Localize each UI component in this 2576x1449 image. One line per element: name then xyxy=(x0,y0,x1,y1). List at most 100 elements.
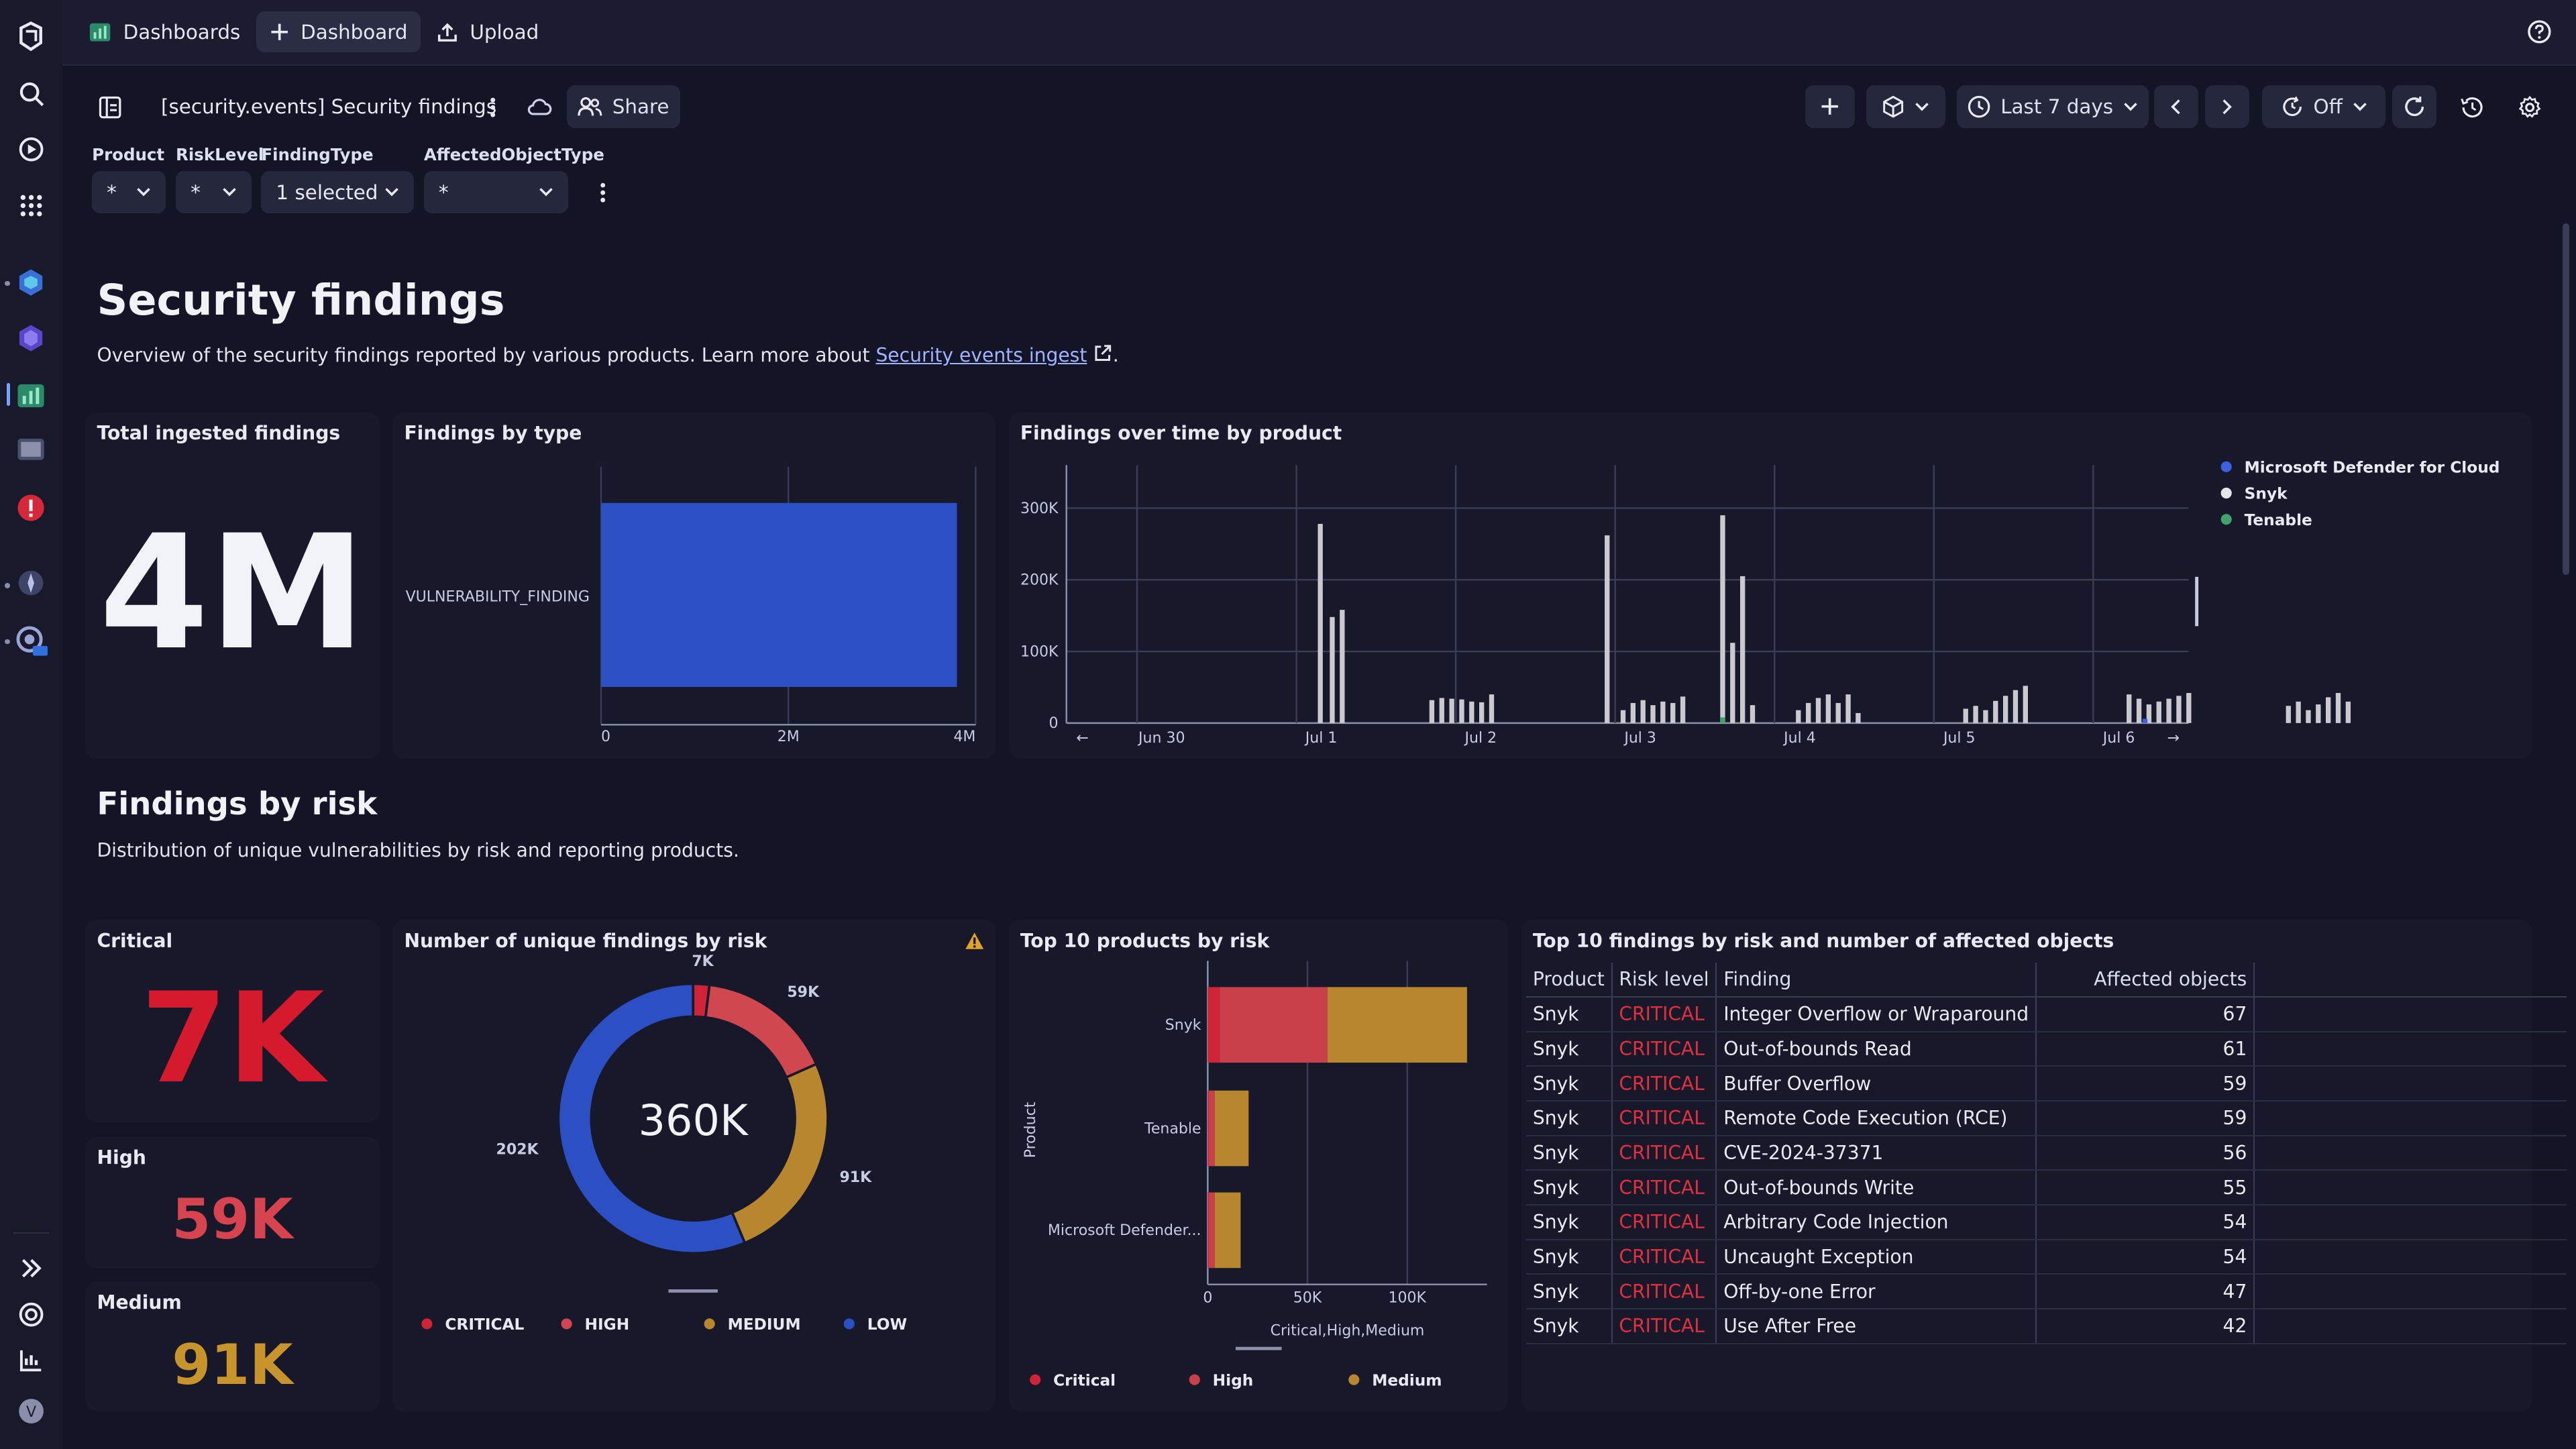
scroll-right-arrow-icon[interactable]: → xyxy=(2167,730,2179,747)
notebooks-app-icon[interactable] xyxy=(15,434,48,467)
legend-label[interactable]: HIGH xyxy=(585,1316,630,1334)
auto-refresh-selector[interactable]: Off xyxy=(2262,85,2385,129)
legend-label[interactable]: High xyxy=(1212,1372,1253,1390)
time-bar[interactable] xyxy=(1458,699,1464,723)
legend-label[interactable]: Critical xyxy=(1053,1372,1116,1390)
time-bar[interactable] xyxy=(1795,710,1801,723)
support-icon[interactable] xyxy=(15,1298,48,1331)
refresh-button[interactable] xyxy=(2392,85,2436,129)
time-bar[interactable] xyxy=(1982,710,1988,723)
column-header-product[interactable]: Product xyxy=(1526,963,1612,998)
legend-label[interactable]: MEDIUM xyxy=(728,1316,801,1334)
table-row[interactable]: Snyk CRITICAL Integer Overflow or Wraparou… xyxy=(1526,996,2567,1032)
time-bar[interactable] xyxy=(1719,717,1725,723)
segments-dropdown[interactable] xyxy=(1866,85,1945,129)
time-bar[interactable] xyxy=(1660,701,1666,723)
external-link-icon[interactable] xyxy=(1093,343,1112,363)
time-bar[interactable] xyxy=(1650,704,1656,723)
column-header-affected-objects[interactable]: Affected objects xyxy=(2035,963,2255,998)
time-bar[interactable] xyxy=(1855,712,1861,723)
time-bar[interactable] xyxy=(2296,701,2301,723)
time-bar[interactable] xyxy=(1845,694,1851,723)
donut-slice-low[interactable] xyxy=(557,983,747,1255)
legend-label[interactable]: Medium xyxy=(1372,1372,1442,1390)
table-row[interactable]: Snyk CRITICAL Uncaught Exception 54 xyxy=(1526,1239,2567,1275)
findings-by-type-tile[interactable]: Findings by type VULNERABILITY_FINDING 0… xyxy=(392,412,996,759)
time-bar[interactable] xyxy=(1479,702,1485,723)
analytics-icon[interactable] xyxy=(15,1344,48,1377)
bar-segment-medium[interactable] xyxy=(1327,987,1467,1063)
warning-icon[interactable] xyxy=(965,932,984,950)
search-icon[interactable] xyxy=(15,77,48,110)
expand-chevrons-icon[interactable] xyxy=(15,1252,48,1285)
critical-tile[interactable]: Critical 7K xyxy=(85,920,380,1122)
time-bar[interactable] xyxy=(2176,695,2182,723)
medium-tile[interactable]: Medium 91K xyxy=(85,1281,380,1411)
time-bar[interactable] xyxy=(2142,718,2147,723)
table-row[interactable]: Snyk CRITICAL Out-of-bounds Write 55 xyxy=(1526,1170,2567,1206)
table-row[interactable]: Snyk CRITICAL Buffer Overflow 59 xyxy=(1526,1066,2567,1102)
legend-label[interactable]: Snyk xyxy=(2244,484,2287,502)
column-header-finding[interactable]: Finding xyxy=(1715,963,2036,998)
time-bar[interactable] xyxy=(1729,642,1735,723)
bar-vulnerability-finding[interactable] xyxy=(601,502,957,687)
time-bar[interactable] xyxy=(1439,698,1444,723)
time-bar[interactable] xyxy=(1719,515,1725,723)
time-bar[interactable] xyxy=(1318,523,1323,723)
time-bar[interactable] xyxy=(2146,704,2151,723)
product-filter[interactable]: * xyxy=(92,170,166,214)
time-bar[interactable] xyxy=(2023,686,2028,723)
help-icon[interactable] xyxy=(2527,19,2552,51)
bar-segment-critical[interactable] xyxy=(1208,987,1220,1063)
time-bar[interactable] xyxy=(1963,708,1968,723)
table-row[interactable]: Snyk CRITICAL Off-by-one Error 47 xyxy=(1526,1274,2567,1310)
time-bar[interactable] xyxy=(1429,700,1434,723)
kubernetes-app-icon[interactable] xyxy=(15,322,48,355)
bar-segment-medium[interactable] xyxy=(1214,1192,1241,1269)
time-bar[interactable] xyxy=(1670,702,1676,723)
new-dashboard-button[interactable]: Dashboard xyxy=(256,11,421,53)
time-bar[interactable] xyxy=(2286,705,2291,723)
upload-button[interactable]: Upload xyxy=(424,11,552,52)
time-bar[interactable] xyxy=(1620,710,1625,723)
filter-more-options-icon[interactable] xyxy=(593,180,612,211)
more-options-icon[interactable] xyxy=(483,95,502,125)
time-bar[interactable] xyxy=(2345,701,2351,723)
time-bar[interactable] xyxy=(1680,696,1685,723)
add-tile-button[interactable] xyxy=(1805,85,1855,129)
legend-label[interactable]: Microsoft Defender for Cloud xyxy=(2244,458,2500,476)
hub-app-icon[interactable] xyxy=(15,266,48,299)
bar-segment-high[interactable] xyxy=(1219,987,1328,1063)
time-bar[interactable] xyxy=(1805,702,1811,723)
high-tile[interactable]: High 59K xyxy=(85,1136,380,1269)
time-bar[interactable] xyxy=(1339,609,1345,723)
time-bar[interactable] xyxy=(1604,535,1610,723)
workflows-app-icon[interactable] xyxy=(15,567,48,600)
legend-label[interactable]: Tenable xyxy=(2244,511,2312,529)
findings-over-time-tile[interactable]: Findings over time by product 300K 200K 10… xyxy=(1008,412,2532,759)
legend-label[interactable]: CRITICAL xyxy=(445,1316,525,1334)
time-bar[interactable] xyxy=(2305,710,2311,723)
donut-slice-medium[interactable] xyxy=(731,1063,830,1245)
time-bar[interactable] xyxy=(1750,704,1755,723)
unique-findings-by-risk-tile[interactable]: Number of unique findings by risk 360K 7… xyxy=(392,920,996,1411)
table-row[interactable]: Snyk CRITICAL Use After Free 42 xyxy=(1526,1309,2567,1344)
table-row[interactable]: Snyk CRITICAL Out-of-bounds Read 61 xyxy=(1526,1031,2567,1067)
top-products-by-risk-tile[interactable]: Top 10 products by risk Snyk Tenable Micro… xyxy=(1008,920,1509,1411)
app-logo-icon[interactable] xyxy=(15,19,48,52)
bar-segment-high[interactable] xyxy=(1208,1091,1215,1167)
time-bar[interactable] xyxy=(2315,704,2321,723)
history-icon[interactable] xyxy=(2459,95,2484,125)
time-bar[interactable] xyxy=(1973,705,1978,723)
bar-segment-critical[interactable] xyxy=(1208,1091,1210,1167)
time-bar[interactable] xyxy=(1835,702,1841,723)
time-bar[interactable] xyxy=(2335,692,2341,723)
timeframe-next-button[interactable] xyxy=(2204,85,2249,129)
time-bar[interactable] xyxy=(2002,695,2008,723)
time-bar[interactable] xyxy=(1825,694,1831,723)
time-bar[interactable] xyxy=(1815,698,1821,723)
time-bar[interactable] xyxy=(2136,698,2141,723)
time-bar[interactable] xyxy=(2012,690,2018,723)
share-button[interactable]: Share xyxy=(566,85,680,129)
time-bar[interactable] xyxy=(2186,692,2192,723)
